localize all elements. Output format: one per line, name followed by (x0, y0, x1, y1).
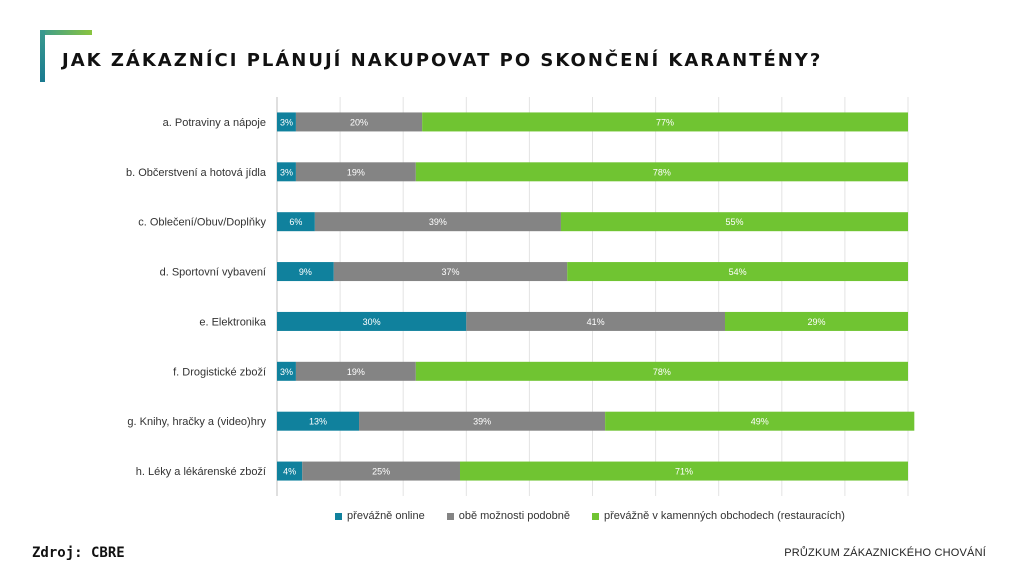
bar-segment (295, 112, 423, 132)
category-label: h. Léky a lékárenské zboží (136, 466, 266, 478)
data-label: 54% (729, 267, 747, 277)
bar-segment (295, 361, 416, 381)
category-label: g. Knihy, hračky a (video)hry (127, 416, 266, 428)
data-label: 13% (309, 417, 327, 427)
bar-segment (314, 212, 561, 232)
bar-segment (277, 461, 303, 481)
bar-segment (277, 212, 315, 232)
data-label: 71% (675, 467, 693, 477)
bar-segment (422, 112, 908, 132)
data-label: 29% (807, 317, 825, 327)
legend: převážně online obě možnosti podobně pře… (0, 510, 1024, 522)
data-label: 19% (347, 367, 365, 377)
data-label: 30% (363, 317, 381, 327)
data-label: 9% (299, 267, 312, 277)
bar-segment (459, 461, 908, 481)
data-label: 20% (350, 117, 368, 127)
legend-label-stores: převážně v kamenných obchodech (restaura… (604, 510, 845, 522)
category-label: b. Občerstvení a hotová jídla (126, 167, 267, 179)
bar-segment (605, 411, 915, 431)
legend-swatch-stores (592, 512, 600, 520)
bar-segment (466, 311, 726, 331)
data-label: 77% (656, 117, 674, 127)
bar-segment (295, 162, 416, 182)
bar-segment (567, 262, 908, 282)
category-label: c. Oblečení/Obuv/Doplňky (138, 217, 266, 229)
bar-segment (359, 411, 606, 431)
data-label: 49% (751, 417, 769, 427)
bar-segment (725, 311, 908, 331)
bar-segment (277, 262, 334, 282)
bar-segment (277, 162, 296, 182)
data-label: 41% (587, 317, 605, 327)
legend-swatch-both (446, 512, 454, 520)
bar-segment (277, 112, 296, 132)
data-label: 19% (347, 167, 365, 177)
legend-item-both: obě možnosti podobně (446, 510, 571, 522)
corner-accent-vertical (40, 30, 45, 82)
data-label: 3% (280, 367, 293, 377)
bar-segment (415, 361, 908, 381)
page-title: JAK ZÁKAZNÍCI PLÁNUJÍ NAKUPOVAT PO SKONČ… (62, 50, 823, 71)
corner-accent-horizontal (40, 30, 92, 35)
bar-segment (277, 411, 360, 431)
legend-swatch-online (335, 512, 343, 520)
category-label: f. Drogistické zboží (173, 366, 266, 378)
data-label: 6% (289, 217, 302, 227)
bar-segment (302, 461, 460, 481)
data-label: 37% (442, 267, 460, 277)
category-label: d. Sportovní vybavení (160, 267, 266, 279)
data-label: 55% (725, 217, 743, 227)
legend-label-online: převážně online (347, 510, 425, 522)
data-label: 78% (653, 367, 671, 377)
bar-segment (415, 162, 908, 182)
data-label: 4% (283, 467, 296, 477)
bar-segment (277, 361, 296, 381)
bar-segment (560, 212, 908, 232)
bar-segment (277, 311, 467, 331)
source-label: Zdroj: CBRE (32, 545, 125, 561)
category-label: a. Potraviny a nápoje (163, 117, 266, 129)
footer-label: PRŮZKUM ZÁKAZNICKÉHO CHOVÁNÍ (784, 547, 986, 559)
data-label: 25% (372, 467, 390, 477)
legend-item-online: převážně online (335, 510, 425, 522)
data-label: 3% (280, 117, 293, 127)
data-label: 78% (653, 167, 671, 177)
category-label: e. Elektronika (199, 316, 267, 328)
data-label: 39% (473, 417, 491, 427)
legend-item-stores: převážně v kamenných obchodech (restaura… (592, 510, 845, 522)
bar-segment (333, 262, 568, 282)
data-label: 3% (280, 167, 293, 177)
data-label: 39% (429, 217, 447, 227)
legend-label-both: obě možnosti podobně (458, 510, 571, 522)
